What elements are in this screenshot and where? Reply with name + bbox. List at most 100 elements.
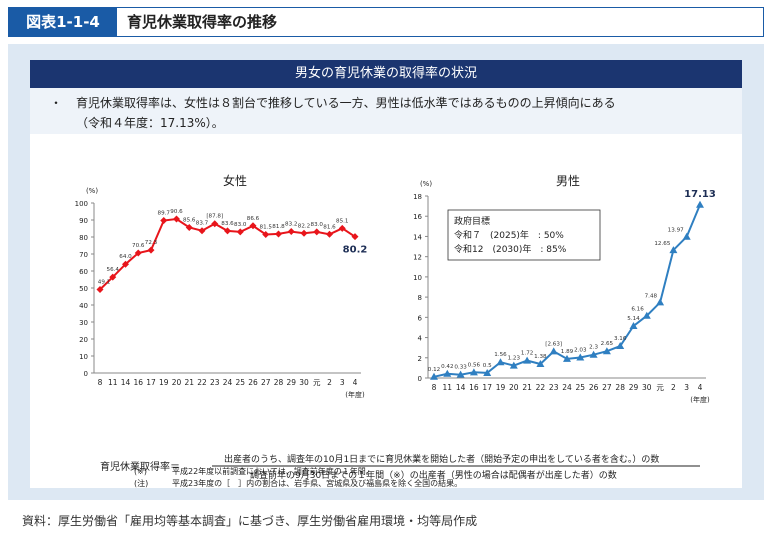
male-data-point: [629, 322, 638, 330]
male-data-label: 0.42: [441, 364, 453, 370]
male-data-point: [456, 370, 465, 378]
male-data-point: [509, 361, 518, 369]
formula-numerator: 出産者のうち、調査年の10月1日までに育児休業を開始した者（開始予定の申出をして…: [224, 453, 659, 465]
male-data-point: [589, 350, 598, 358]
female-y-tick-label: 100: [75, 200, 88, 208]
formula-block: 育児休業取得率＝ 出産者のうち、調査年の10月1日までに育児休業を開始した者（開…: [100, 450, 720, 485]
female-data-point: [262, 230, 270, 238]
female-data-point: [173, 215, 180, 223]
male-y-tick-label: 4: [418, 335, 423, 343]
female-data-point: [198, 227, 206, 235]
female-x-tick-label: 19: [159, 378, 169, 387]
figure-number-badge: 図表1-1-4: [9, 8, 117, 36]
female-data-point: [134, 249, 142, 257]
female-x-tick-label: 29: [286, 378, 296, 387]
female-data-label: 86.6: [247, 216, 260, 222]
panel-title: 男女の育児休業の取得率の状況: [30, 60, 742, 88]
female-data-label: 83.0: [311, 222, 324, 228]
male-x-tick-label: 元: [656, 383, 664, 392]
female-x-tick-label: 11: [108, 378, 118, 387]
male-y-tick-label: 8: [418, 294, 422, 302]
female-data-label: 85.6: [183, 217, 196, 223]
target-annotation-line-1: 政府目標: [454, 215, 490, 227]
male-data-label: 2.03: [574, 347, 587, 353]
female-y-tick-label: 60: [79, 268, 88, 276]
female-x-tick-label: 30: [299, 378, 309, 387]
female-data-point: [185, 223, 193, 231]
male-x-tick-label: 2: [671, 383, 676, 392]
male-data-point: [536, 360, 545, 368]
female-data-point: [275, 230, 282, 238]
female-x-tick-label: 28: [274, 378, 284, 387]
female-data-label: 83.0: [234, 222, 247, 228]
male-data-point: [549, 347, 558, 355]
male-x-tick-label: 25: [576, 383, 586, 392]
male-data-point: [483, 368, 492, 376]
female-y-tick-label: 0: [84, 370, 88, 378]
summary-line-2: （令和４年度：17.13%）。: [76, 116, 224, 130]
male-y-tick-label: 6: [418, 314, 423, 322]
female-x-tick-label: 元: [313, 378, 321, 387]
male-data-label: 1.89: [561, 349, 574, 355]
male-data-point: [602, 347, 611, 355]
male-y-tick-label: 12: [413, 254, 422, 262]
formula-lhs: 育児休業取得率＝: [100, 460, 180, 473]
female-data-label: 64.0: [119, 254, 132, 260]
male-data-label: 1.72: [521, 351, 533, 357]
female-data-point: [313, 228, 321, 236]
male-data-label: [2.63]: [545, 341, 562, 347]
male-x-tick-label: 4: [698, 383, 703, 392]
source-note: 資料：厚生労働省「雇用均等基本調査」に基づき、厚生労働省雇用環境・均等局作成: [22, 514, 478, 528]
female-data-point: [96, 286, 104, 294]
figure-title: 育児休業取得率の推移: [127, 13, 278, 31]
male-x-tick-label: 26: [589, 383, 599, 392]
male-data-point: [682, 232, 691, 240]
male-data-label: 2.3: [589, 345, 598, 351]
male-data-label: 6.16: [631, 307, 644, 313]
female-data-label: 81.5: [260, 224, 273, 230]
male-data-label: 5.14: [627, 316, 640, 322]
target-annotation-box: [447, 209, 601, 261]
figure-inner: 男女の育児休業の取得率の状況 ・ 育児休業取得率は、女性は８割台で推移している一…: [30, 60, 742, 488]
male-y-tick-label: 16: [413, 213, 422, 221]
female-data-label: 85.1: [336, 218, 349, 224]
female-data-point: [109, 273, 117, 281]
summary-box: ・ 育児休業取得率は、女性は８割台で推移している一方、男性は低水準ではあるものの…: [30, 88, 742, 134]
female-data-point: [351, 233, 359, 241]
male-data-point: [443, 369, 452, 377]
male-x-tick-label: 8: [432, 383, 437, 392]
female-x-tick-label: 27: [261, 378, 271, 387]
male-data-label: 7.48: [645, 293, 658, 299]
male-data-label: 3.16: [614, 336, 627, 342]
female-x-tick-label: 3: [340, 378, 345, 387]
note-text: 平成23年度の［ ］内の割合は、岩手県、宮城県及び福島県を除く全国の結果。: [172, 478, 462, 488]
male-data-label: 2.65: [601, 341, 614, 347]
note-mark: (注): [134, 478, 148, 488]
male-y-tick-label: 10: [413, 274, 422, 282]
male-data-label: 1.23: [508, 356, 521, 362]
female-data-label: 80.2: [343, 245, 368, 256]
target-annotation-line-3: 令和12 (2030)年 : 85%: [454, 243, 567, 255]
female-x-tick-label: 24: [223, 378, 233, 387]
male-data-point: [696, 200, 704, 208]
male-chart-title: 男性: [556, 174, 580, 188]
male-y-tick-label: 0: [418, 375, 422, 383]
female-y-unit: (%): [86, 187, 98, 195]
note-mark: (※): [134, 467, 147, 476]
male-x-tick-label: 21: [522, 383, 532, 392]
formula-svg: 育児休業取得率＝ 出産者のうち、調査年の10月1日までに育児休業を開始した者（開…: [100, 453, 700, 481]
male-y-unit: (%): [420, 180, 432, 188]
figure-header: 図表1-1-4 育児休業取得率の推移: [8, 7, 764, 37]
female-data-label: 56.4: [107, 267, 120, 273]
male-x-tick-label: 19: [496, 383, 506, 392]
female-x-tick-label: 22: [197, 378, 207, 387]
male-x-tick-label: 30: [642, 383, 652, 392]
figure-panel: 男女の育児休業の取得率の状況 ・ 育児休業取得率は、女性は８割台で推移している一…: [8, 44, 764, 500]
female-data-point: [338, 224, 346, 232]
female-data-label: 82.2: [298, 223, 310, 229]
male-y-tick-label: 2: [418, 355, 422, 363]
male-x-tick-label: 16: [469, 383, 479, 392]
female-x-tick-label: 2: [327, 378, 332, 387]
male-data-label: 13.97: [668, 228, 684, 234]
